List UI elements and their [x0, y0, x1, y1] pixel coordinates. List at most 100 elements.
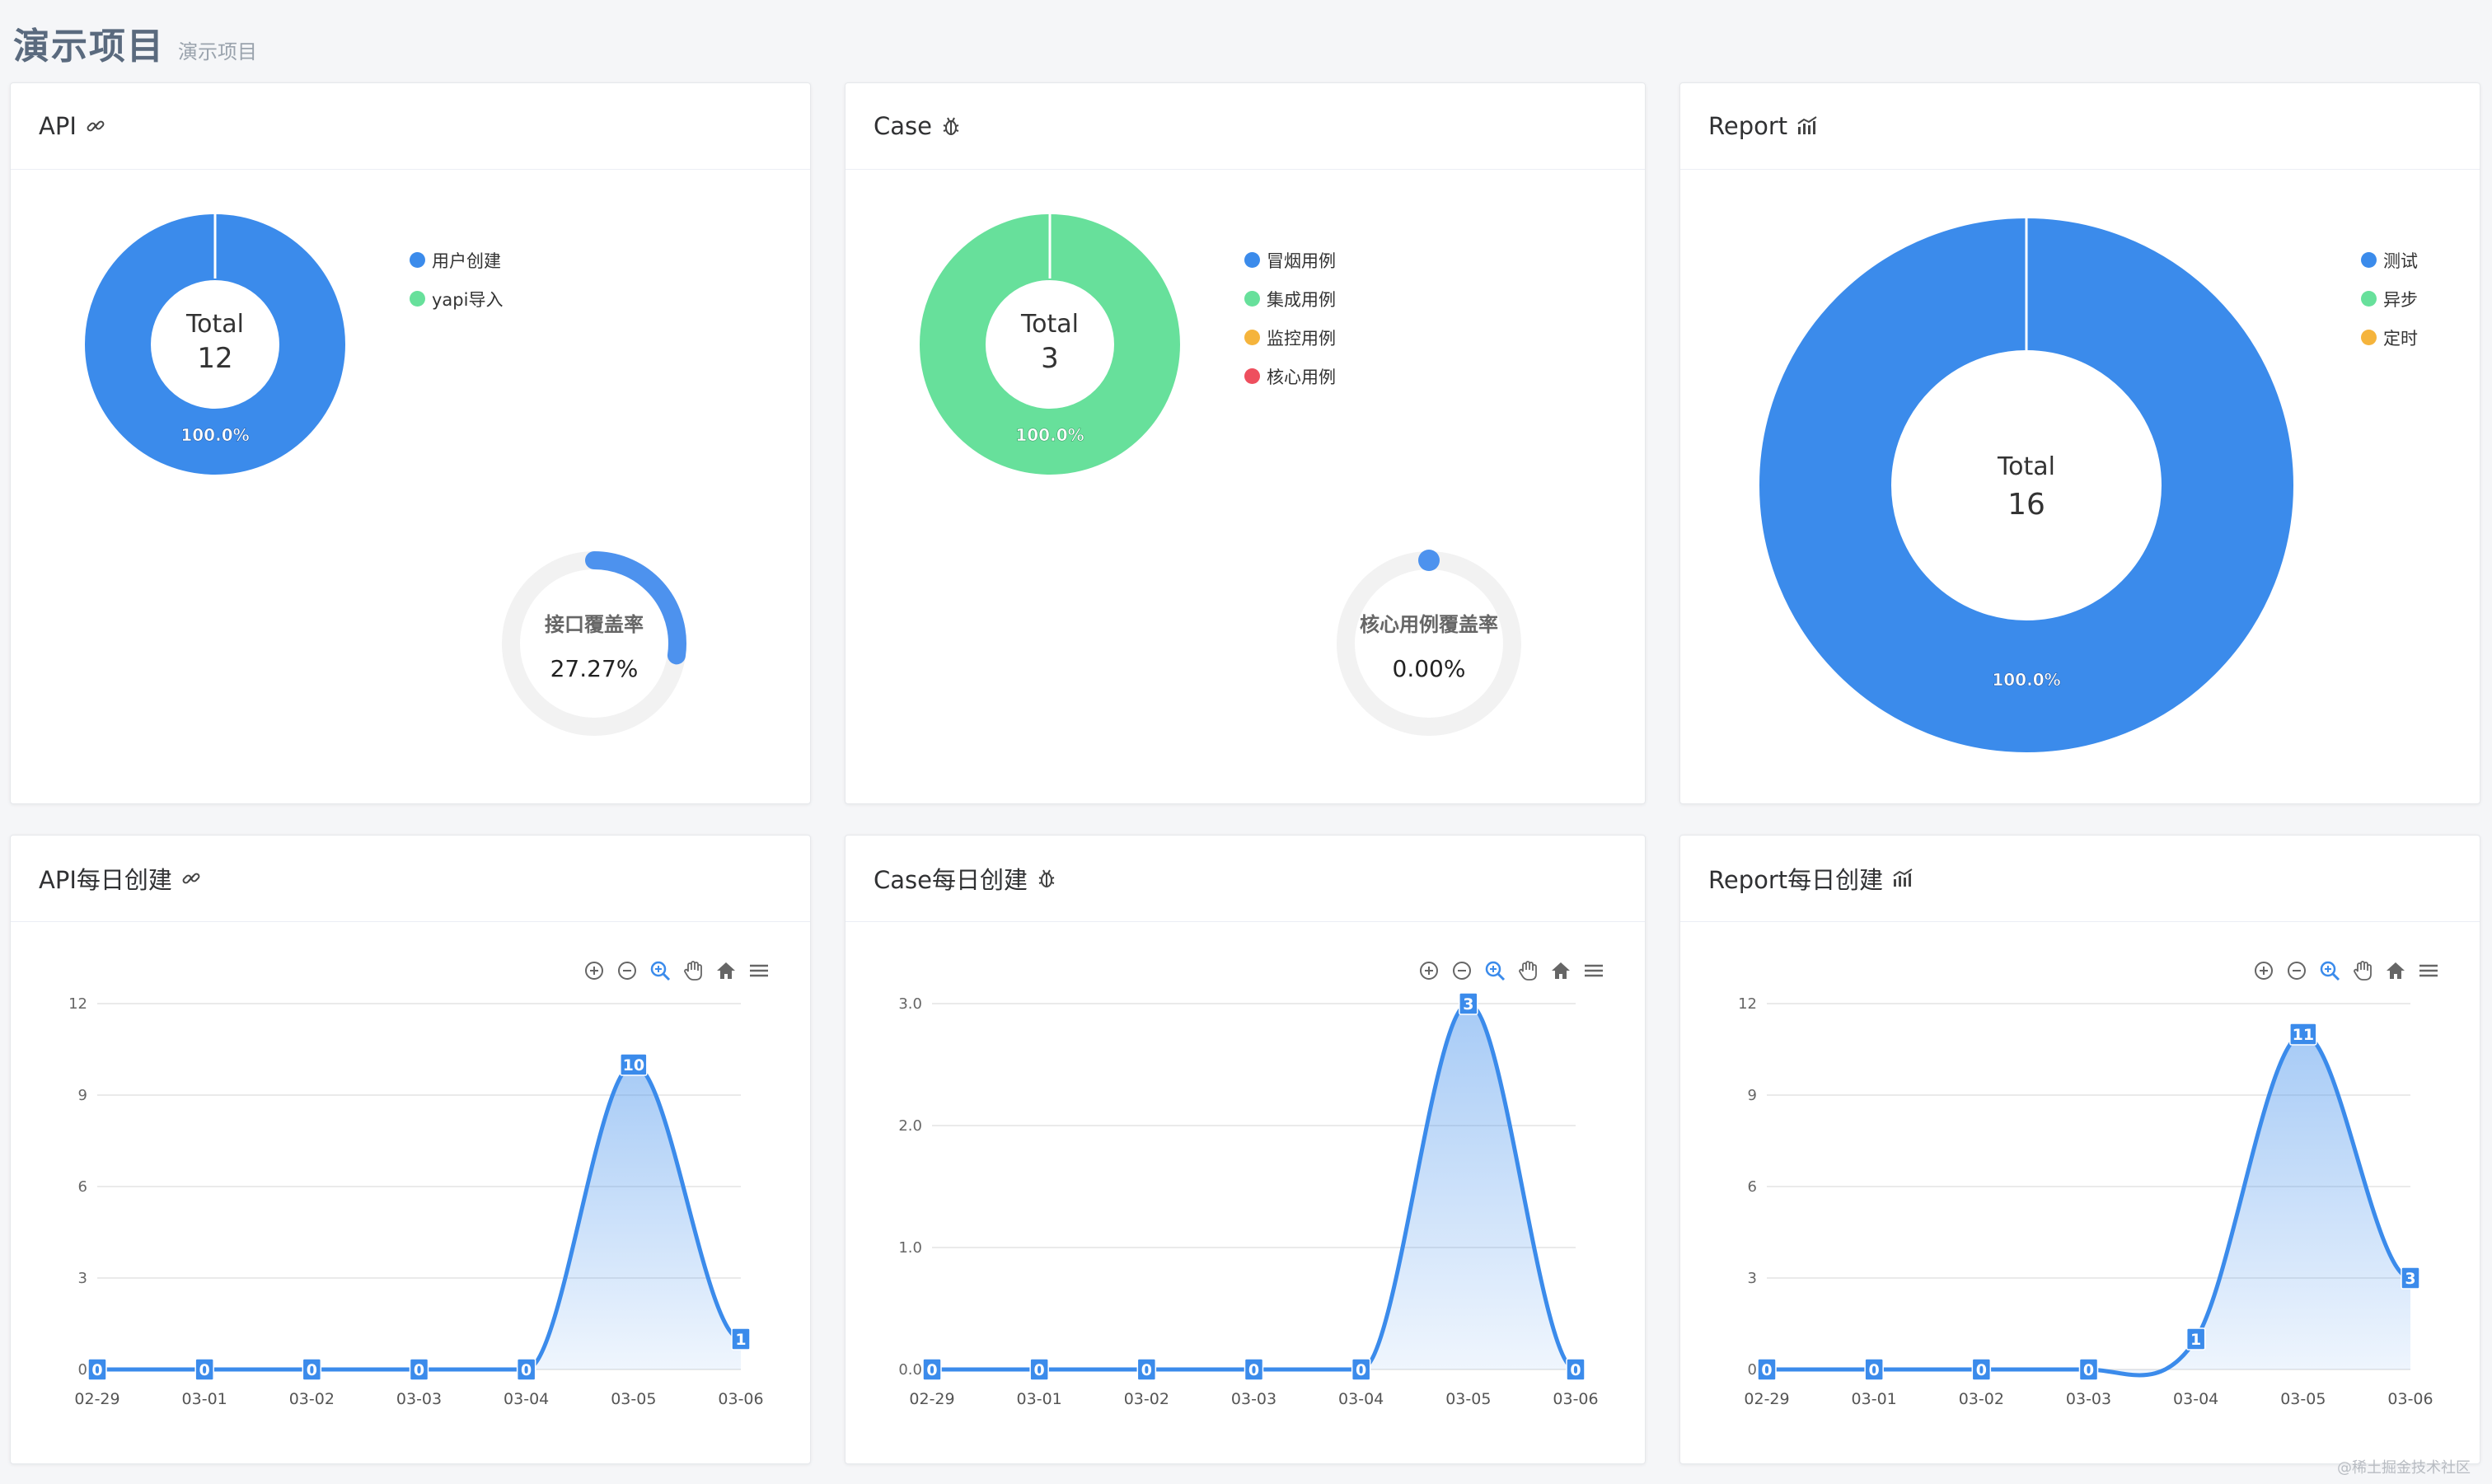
legend-item-smoke-case[interactable]: 冒烟用例: [1244, 241, 1336, 279]
y-tick-label: 2.0: [898, 1117, 922, 1135]
y-tick-label: 1.0: [898, 1239, 922, 1257]
report-card-title: Report: [1708, 112, 1788, 140]
case-slice-percent: 100.0%: [1015, 425, 1084, 445]
report-total-value: 16: [2007, 488, 2045, 522]
data-point-label: 0: [521, 1361, 532, 1379]
menu-icon[interactable]: [2417, 959, 2440, 982]
data-point-marker[interactable]: [1566, 1358, 1586, 1381]
y-tick-label: 9: [1748, 1087, 1757, 1104]
y-tick-label: 3.0: [898, 995, 922, 1013]
pan-hand-icon[interactable]: [2351, 959, 2374, 982]
legend-item-integration-case[interactable]: 集成用例: [1244, 279, 1336, 318]
legend-item-test[interactable]: 测试: [2361, 241, 2418, 279]
x-tick-label: 03-06: [718, 1390, 763, 1408]
x-tick-label: 03-03: [396, 1390, 442, 1408]
x-tick-label: 03-03: [2066, 1390, 2111, 1408]
data-point-label: 0: [1356, 1361, 1366, 1379]
api-total-value: 12: [197, 342, 232, 375]
data-point-marker[interactable]: [1757, 1358, 1777, 1381]
data-point-label: 0: [1034, 1361, 1045, 1379]
zoom-out-icon[interactable]: [1450, 959, 1473, 982]
api-daily-title: API每日创建: [39, 866, 172, 894]
pan-hand-icon[interactable]: [1516, 959, 1539, 982]
legend-item-yapi-import[interactable]: yapi导入: [410, 279, 503, 318]
case-donut-chart: Total 3 100.0% 核心用例覆盖率 0.00%: [920, 213, 1521, 736]
api-coverage-bar[interactable]: [502, 551, 686, 736]
data-point-marker[interactable]: [409, 1358, 429, 1381]
data-point-marker[interactable]: [731, 1327, 751, 1351]
report-total-label: Total: [1997, 452, 2055, 481]
api-daily-body: 0 3 6 9 12 02-29 03-01 03-02 03-03 03-04 03-05 03-0…: [11, 922, 810, 1463]
data-point-marker[interactable]: [2185, 1327, 2206, 1351]
api-coverage-value: 27.27%: [550, 655, 639, 682]
api-card-header: API: [11, 83, 810, 170]
zoom-select-icon[interactable]: [1483, 959, 1506, 982]
data-point-marker[interactable]: [2401, 1266, 2420, 1290]
data-point-marker[interactable]: [194, 1358, 214, 1381]
x-tick-label: 03-06: [1553, 1390, 1598, 1408]
watermark: @稀土掘金技术社区: [2337, 1459, 2471, 1477]
report-daily-title: Report每日创建: [1708, 866, 1884, 894]
zoom-in-icon[interactable]: [1417, 959, 1440, 982]
report-card-header: Report: [1680, 83, 2480, 170]
legend-item-user-created[interactable]: 用户创建: [410, 241, 503, 279]
data-point-marker[interactable]: [1351, 1358, 1371, 1381]
legend-item-monitor-case[interactable]: 监控用例: [1244, 318, 1336, 357]
bug-icon: [940, 115, 962, 137]
legend-item-core-case[interactable]: 核心用例: [1244, 357, 1336, 396]
menu-icon[interactable]: [1582, 959, 1605, 982]
case-coverage-dot[interactable]: [1418, 550, 1440, 571]
report-card-body: Total 16 100.0% 测试 异步 定时: [1680, 170, 2480, 803]
legend-item-async[interactable]: 异步: [2361, 279, 2418, 318]
home-icon[interactable]: [2384, 959, 2407, 982]
series-line[interactable]: [1766, 1032, 2411, 1378]
x-tick-label: 03-04: [1338, 1390, 1384, 1408]
zoom-out-icon[interactable]: [616, 959, 639, 982]
y-tick-label: 12: [1738, 995, 1757, 1013]
case-coverage-label: 核心用例覆盖率: [1360, 613, 1498, 636]
y-tick-label: 3: [78, 1270, 87, 1287]
data-point-marker[interactable]: [620, 1053, 648, 1076]
x-tick-label: 02-29: [74, 1390, 119, 1408]
data-point-marker[interactable]: [2289, 1023, 2317, 1046]
bug-icon: [1036, 868, 1057, 889]
data-point-marker[interactable]: [87, 1358, 107, 1381]
x-tick-label: 03-05: [611, 1390, 656, 1408]
report-card: Report Total 16 100.0% 测试 异步 定时: [1679, 82, 2480, 804]
series-line[interactable]: [96, 1062, 742, 1372]
case-card-title: Case: [874, 112, 932, 140]
data-point-marker[interactable]: [516, 1358, 536, 1381]
data-point-marker[interactable]: [302, 1358, 322, 1381]
menu-icon[interactable]: [747, 959, 771, 982]
data-point-marker[interactable]: [1244, 1358, 1264, 1381]
data-point-marker[interactable]: [1029, 1358, 1049, 1381]
chart-toolbox: [2252, 959, 2440, 982]
zoom-in-icon[interactable]: [2252, 959, 2275, 982]
case-daily-body: 0.0 1.0 2.0 3.0 02-29 03-01 03-02 03-03 03-04 03-…: [846, 922, 1645, 1463]
data-point-marker[interactable]: [922, 1358, 942, 1381]
chart-toolbox: [1417, 959, 1605, 982]
data-point-label: 0: [1976, 1361, 1987, 1379]
zoom-select-icon[interactable]: [2318, 959, 2341, 982]
legend-item-scheduled[interactable]: 定时: [2361, 318, 2418, 357]
data-point-marker[interactable]: [1459, 992, 1478, 1015]
x-tick-label: 03-05: [1445, 1390, 1491, 1408]
api-legend: 用户创建 yapi导入: [410, 241, 503, 318]
data-point-marker[interactable]: [2078, 1358, 2099, 1381]
data-point-marker[interactable]: [1971, 1358, 1992, 1381]
x-tick-label: 02-29: [1744, 1390, 1789, 1408]
data-point-marker[interactable]: [1136, 1358, 1157, 1381]
x-tick-label: 03-04: [504, 1390, 549, 1408]
home-icon[interactable]: [1549, 959, 1572, 982]
x-tick-label: 03-06: [2387, 1390, 2433, 1408]
report-daily-body: 0 3 6 9 12 02-29 03-01 03-02 03-03 03-04 03-05 03-0…: [1680, 922, 2480, 1463]
data-point-label: 0: [414, 1361, 424, 1379]
home-icon[interactable]: [714, 959, 738, 982]
zoom-select-icon[interactable]: [649, 959, 672, 982]
data-point-label: 10: [623, 1056, 644, 1074]
zoom-in-icon[interactable]: [583, 959, 606, 982]
pan-hand-icon[interactable]: [682, 959, 705, 982]
x-tick-label: 03-02: [289, 1390, 335, 1408]
data-point-marker[interactable]: [1864, 1358, 1884, 1381]
zoom-out-icon[interactable]: [2285, 959, 2308, 982]
